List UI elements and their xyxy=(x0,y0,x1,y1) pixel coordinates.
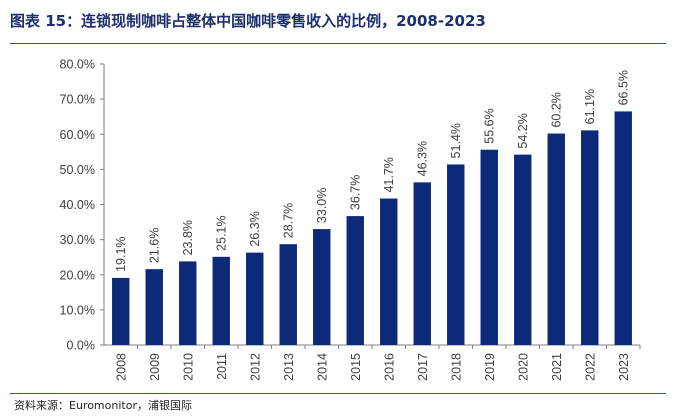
x-tick-label: 2016 xyxy=(382,353,396,381)
data-label: 21.6% xyxy=(148,228,162,263)
data-label: 46.3% xyxy=(416,141,430,176)
y-tick-label: 60.0% xyxy=(60,128,95,142)
bar-2023 xyxy=(614,111,632,345)
x-tick-label: 2009 xyxy=(148,353,162,381)
bar-2011 xyxy=(212,256,230,345)
title-divider xyxy=(10,43,666,44)
chart-title: 图表 15：连锁现制咖啡占整体中国咖啡零售收入的比例，2008-2023 xyxy=(10,12,486,30)
y-tick-label: 50.0% xyxy=(60,163,95,177)
data-label: 28.7% xyxy=(282,203,296,238)
bar-2009 xyxy=(145,269,163,345)
data-label: 36.7% xyxy=(349,175,363,210)
data-label: 33.0% xyxy=(315,188,329,223)
data-label: 19.1% xyxy=(114,236,128,271)
data-label: 55.6% xyxy=(483,108,497,143)
x-tick-label: 2015 xyxy=(349,353,363,381)
x-tick-label: 2011 xyxy=(215,353,229,380)
bar-2017 xyxy=(413,182,431,345)
x-tick-label: 2012 xyxy=(248,353,262,381)
y-tick-label: 80.0% xyxy=(60,58,95,72)
footer-divider xyxy=(10,393,666,394)
bar-2012 xyxy=(246,252,264,345)
y-tick-label: 30.0% xyxy=(60,233,95,247)
bar-2013 xyxy=(279,244,297,345)
x-tick-label: 2017 xyxy=(416,353,430,381)
bar-chart-svg: 0.0% 10.0% 20.0% 30.0% 40.0% 50.0% 60.0% 70.0% 8… xyxy=(60,58,641,381)
x-tick-label: 2014 xyxy=(315,353,329,381)
y-tick-label: 70.0% xyxy=(60,93,95,107)
x-tick-label: 2021 xyxy=(550,353,564,381)
x-tick-label: 2023 xyxy=(617,353,631,381)
y-tick-label: 0.0% xyxy=(67,339,96,353)
bar-2022 xyxy=(581,130,599,345)
bar-2018 xyxy=(447,164,465,345)
x-tick-label: 2022 xyxy=(583,353,597,381)
data-label: 41.7% xyxy=(382,157,396,192)
data-label: 26.3% xyxy=(248,211,262,246)
y-tick-label: 40.0% xyxy=(60,198,95,212)
bar-2014 xyxy=(313,229,331,345)
x-tick-label: 2018 xyxy=(449,353,463,381)
x-tick-label: 2020 xyxy=(516,353,530,381)
data-label: 25.1% xyxy=(215,215,229,250)
bar-2016 xyxy=(380,198,398,345)
bar-2020 xyxy=(514,154,532,345)
bar-2015 xyxy=(346,216,364,345)
x-tick-label: 2013 xyxy=(282,353,296,381)
data-label: 66.5% xyxy=(617,70,631,105)
x-tick-label: 2008 xyxy=(114,353,128,381)
y-tick-label: 20.0% xyxy=(60,268,95,282)
data-label: 51.4% xyxy=(449,123,463,158)
bar-2010 xyxy=(179,261,197,345)
y-tick-label: 10.0% xyxy=(60,303,95,317)
data-label: 60.2% xyxy=(550,92,564,127)
bar-2008 xyxy=(112,277,130,345)
bar-chart: 0.0% 10.0% 20.0% 30.0% 40.0% 50.0% 60.0% 70.0% 8… xyxy=(0,46,682,396)
x-tick-label: 2019 xyxy=(483,353,497,381)
data-label: 61.1% xyxy=(583,89,597,124)
x-tick-label: 2010 xyxy=(181,353,195,381)
bar-2021 xyxy=(547,133,565,345)
data-label: 54.2% xyxy=(516,113,530,148)
bar-2019 xyxy=(480,149,498,345)
data-label: 23.8% xyxy=(181,220,195,255)
source-note: 资料来源：Euromonitor，浦银国际 xyxy=(14,399,192,412)
